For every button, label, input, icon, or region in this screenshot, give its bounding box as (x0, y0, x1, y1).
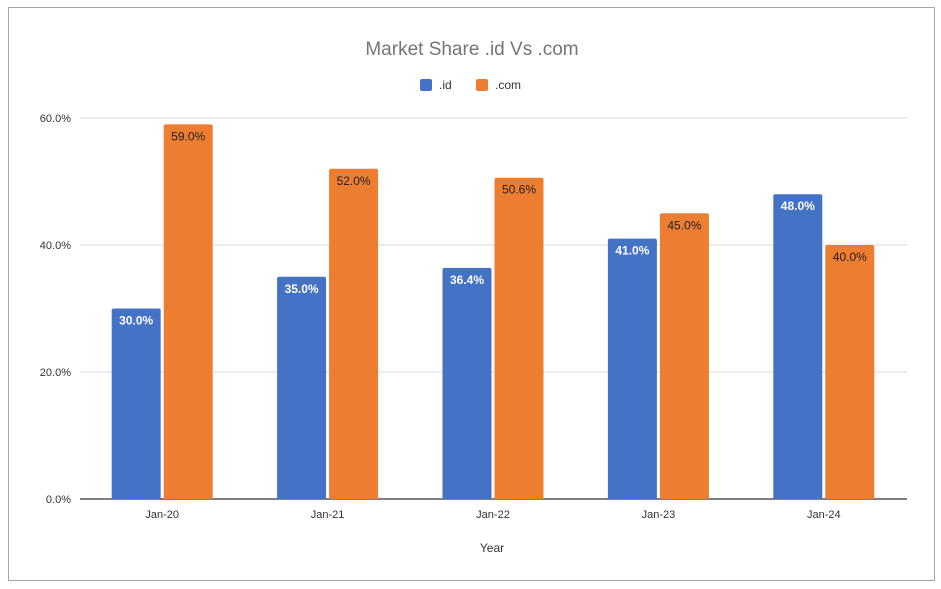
x-tick-label: Jan-20 (145, 509, 179, 521)
bar-id (277, 276, 327, 499)
data-label: 40.0% (833, 250, 867, 264)
legend-label: .id (439, 78, 452, 92)
bar-com (163, 124, 213, 499)
legend-label: .com (495, 78, 521, 92)
x-tick-label: Jan-24 (807, 509, 841, 521)
data-label: 48.0% (781, 199, 815, 213)
bar-com (825, 245, 875, 499)
data-label: 35.0% (285, 282, 319, 296)
chart-title: Market Share .id Vs .com (365, 39, 578, 60)
bar-id (442, 267, 492, 499)
x-tick-label: Jan-23 (642, 509, 676, 521)
bar-id (111, 308, 161, 499)
y-tick-label: 20.0% (40, 367, 71, 379)
x-axis-ticks: Jan-20 Jan-21 Jan-22 Jan-23 Jan-24 (145, 509, 840, 521)
bar-id (773, 194, 823, 499)
y-tick-label: 40.0% (40, 240, 71, 252)
y-axis-ticks: 0.0% 20.0% 40.0% 60.0% (40, 113, 71, 506)
data-label: 52.0% (337, 174, 371, 188)
data-label: 30.0% (119, 314, 153, 328)
gridlines (80, 117, 907, 500)
bar-com (659, 213, 709, 499)
y-tick-label: 60.0% (40, 113, 71, 125)
x-tick-label: Jan-21 (311, 509, 345, 521)
legend: .id .com (420, 78, 521, 92)
data-label: 36.4% (450, 273, 484, 287)
data-label: 50.6% (502, 183, 536, 197)
data-label: 59.0% (171, 129, 205, 143)
data-label: 41.0% (615, 244, 649, 258)
legend-swatch (420, 79, 432, 91)
data-label: 45.0% (667, 218, 701, 232)
bars: 30.0% 59.0% 35.0% 52.0% 36.4% 50.6% 41.0% 45.0%… (111, 124, 875, 500)
legend-swatch (476, 79, 488, 91)
x-tick-label: Jan-22 (476, 509, 510, 521)
x-axis-label: Year (480, 541, 504, 555)
y-tick-label: 0.0% (46, 494, 71, 506)
bar-id (607, 238, 657, 499)
bar-com (329, 168, 379, 500)
bar-com (494, 177, 544, 499)
